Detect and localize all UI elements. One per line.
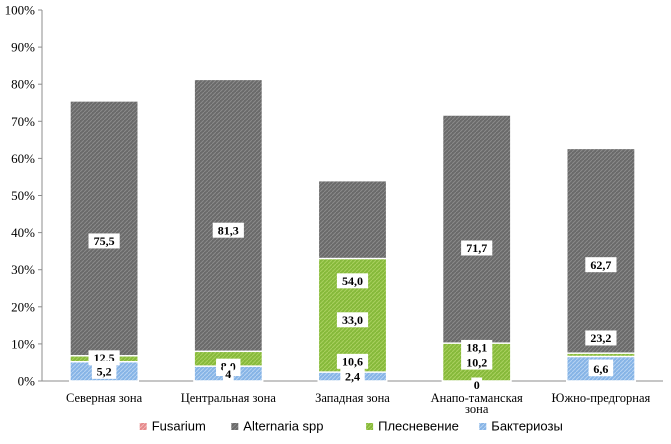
- data-label-background: [88, 233, 120, 249]
- data-label: 6,6: [593, 362, 608, 376]
- legend-label: Бактериозы: [491, 419, 563, 434]
- legend-swatch: [139, 423, 147, 430]
- data-label: 23,2: [590, 331, 611, 345]
- y-tick-label: 10%: [11, 336, 35, 351]
- y-tick-label: 80%: [11, 77, 35, 92]
- data-label-background: [471, 377, 483, 393]
- data-label-background: [336, 273, 369, 289]
- data-label-background: [336, 312, 369, 328]
- y-tick-label: 100%: [5, 3, 36, 18]
- data-label: 5,2: [97, 365, 112, 379]
- data-label: 33,0: [342, 313, 363, 327]
- legend-swatch: [231, 423, 239, 430]
- legend-swatch: [366, 423, 374, 430]
- data-label: 0: [474, 378, 480, 392]
- data-label-background: [340, 368, 365, 384]
- axes: 0% 10% 20% 30% 40% 50% 60% 70% 80% 90% 100% Северна…: [5, 3, 663, 416]
- data-label-background: [461, 354, 493, 370]
- data-label-background: [461, 339, 493, 355]
- data-label: 75,5: [94, 234, 115, 248]
- y-tick-label: 40%: [11, 225, 35, 240]
- x-category-label-line: Анапо-таманская: [431, 391, 523, 405]
- data-label-background: [212, 222, 244, 238]
- data-label: 71,7: [466, 241, 487, 255]
- data-label-background: [585, 257, 617, 273]
- y-tick-label: 20%: [11, 299, 35, 314]
- data-label-background: [585, 330, 617, 346]
- data-label-background: [91, 363, 117, 379]
- data-label-background: [336, 353, 369, 369]
- legend-swatch: [479, 423, 487, 430]
- data-label: 10,2: [466, 355, 487, 369]
- legend-label: Alternaria spp: [243, 419, 323, 434]
- data-label: 54,0: [342, 274, 363, 288]
- x-category-label: Южно-предгорная: [552, 391, 651, 405]
- data-label: 81,3: [218, 223, 239, 237]
- legend: Fusarium Alternaria spp Плесневение Бактери…: [139, 419, 563, 434]
- data-label: 62,7: [590, 258, 611, 272]
- x-category-label: Западная зона: [315, 391, 390, 405]
- y-tick-label: 90%: [11, 40, 35, 55]
- y-tick-label: 60%: [11, 151, 35, 166]
- legend-label: Плесневение: [378, 419, 459, 434]
- data-label: 18,1: [466, 341, 487, 355]
- y-tick-label: 30%: [11, 262, 35, 277]
- legend-label: Fusarium: [152, 419, 206, 434]
- x-category-label: Анапо-таманская зона: [431, 391, 523, 416]
- y-tick-label: 70%: [11, 114, 35, 129]
- y-tick-label: 50%: [11, 188, 35, 203]
- bars: [69, 78, 636, 382]
- y-tick-label: 0%: [18, 374, 36, 389]
- data-label-background: [588, 361, 614, 377]
- data-label-background: [461, 240, 493, 256]
- data-label-background: [222, 366, 234, 382]
- x-category-label: Центральная зона: [181, 391, 277, 405]
- data-label: 10,6: [342, 355, 363, 369]
- data-label: 2,4: [345, 369, 360, 383]
- data-labels: 12,575,56,85,26,781,38,0410,654,033,02,4…: [88, 222, 617, 393]
- data-label: 4: [225, 367, 231, 381]
- x-category-label-line: зона: [465, 402, 489, 416]
- x-category-label: Северная зона: [66, 391, 143, 405]
